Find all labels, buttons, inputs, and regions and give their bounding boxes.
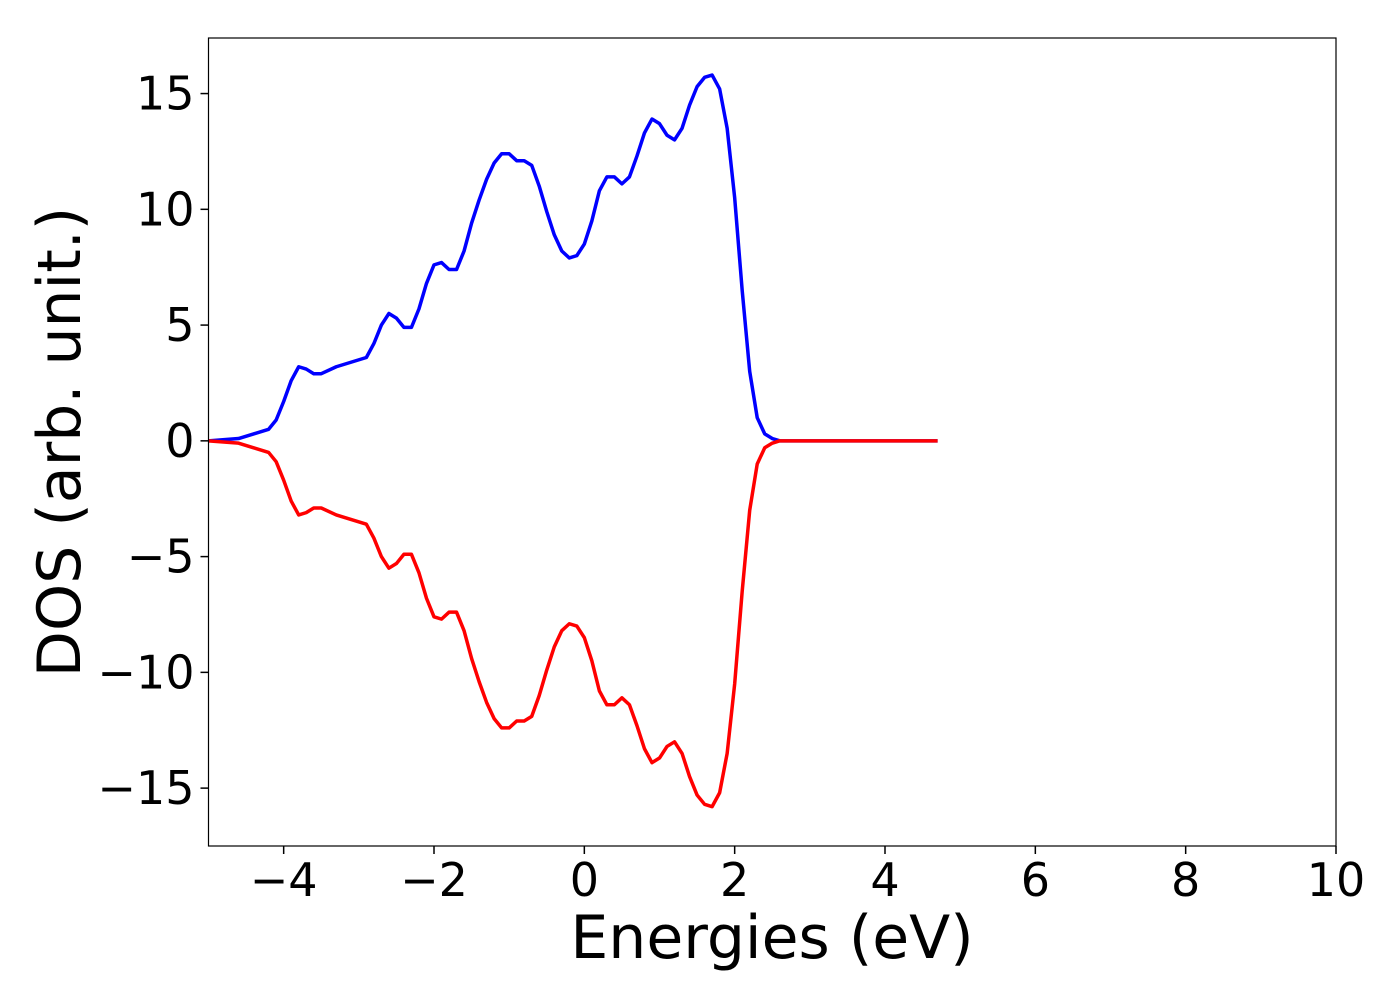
x-tick-label: 2	[720, 853, 749, 907]
x-tick-label: 6	[1021, 853, 1050, 907]
plot-frame	[207, 37, 1337, 847]
x-tick-label: −4	[250, 853, 318, 907]
y-tick-label: −5	[127, 530, 195, 584]
y-tick-label: 5	[165, 298, 194, 352]
y-tick-label: 15	[136, 67, 195, 121]
x-tick-label: −2	[400, 853, 468, 907]
y-tick-label: −15	[97, 761, 194, 815]
series-line	[208, 73, 938, 443]
x-tick-label: 8	[1171, 853, 1200, 907]
y-axis-label: DOS (arb. unit.)	[25, 207, 95, 677]
x-tick-label: 0	[570, 853, 599, 907]
y-tick-label: 0	[165, 414, 194, 468]
x-axis-label: Energies (eV)	[570, 903, 973, 973]
x-tick-label: 4	[870, 853, 899, 907]
y-tick-label: 10	[136, 182, 195, 236]
series-line	[208, 439, 938, 809]
x-tick-label: 10	[1307, 853, 1366, 907]
y-tick-label: −10	[97, 645, 194, 699]
